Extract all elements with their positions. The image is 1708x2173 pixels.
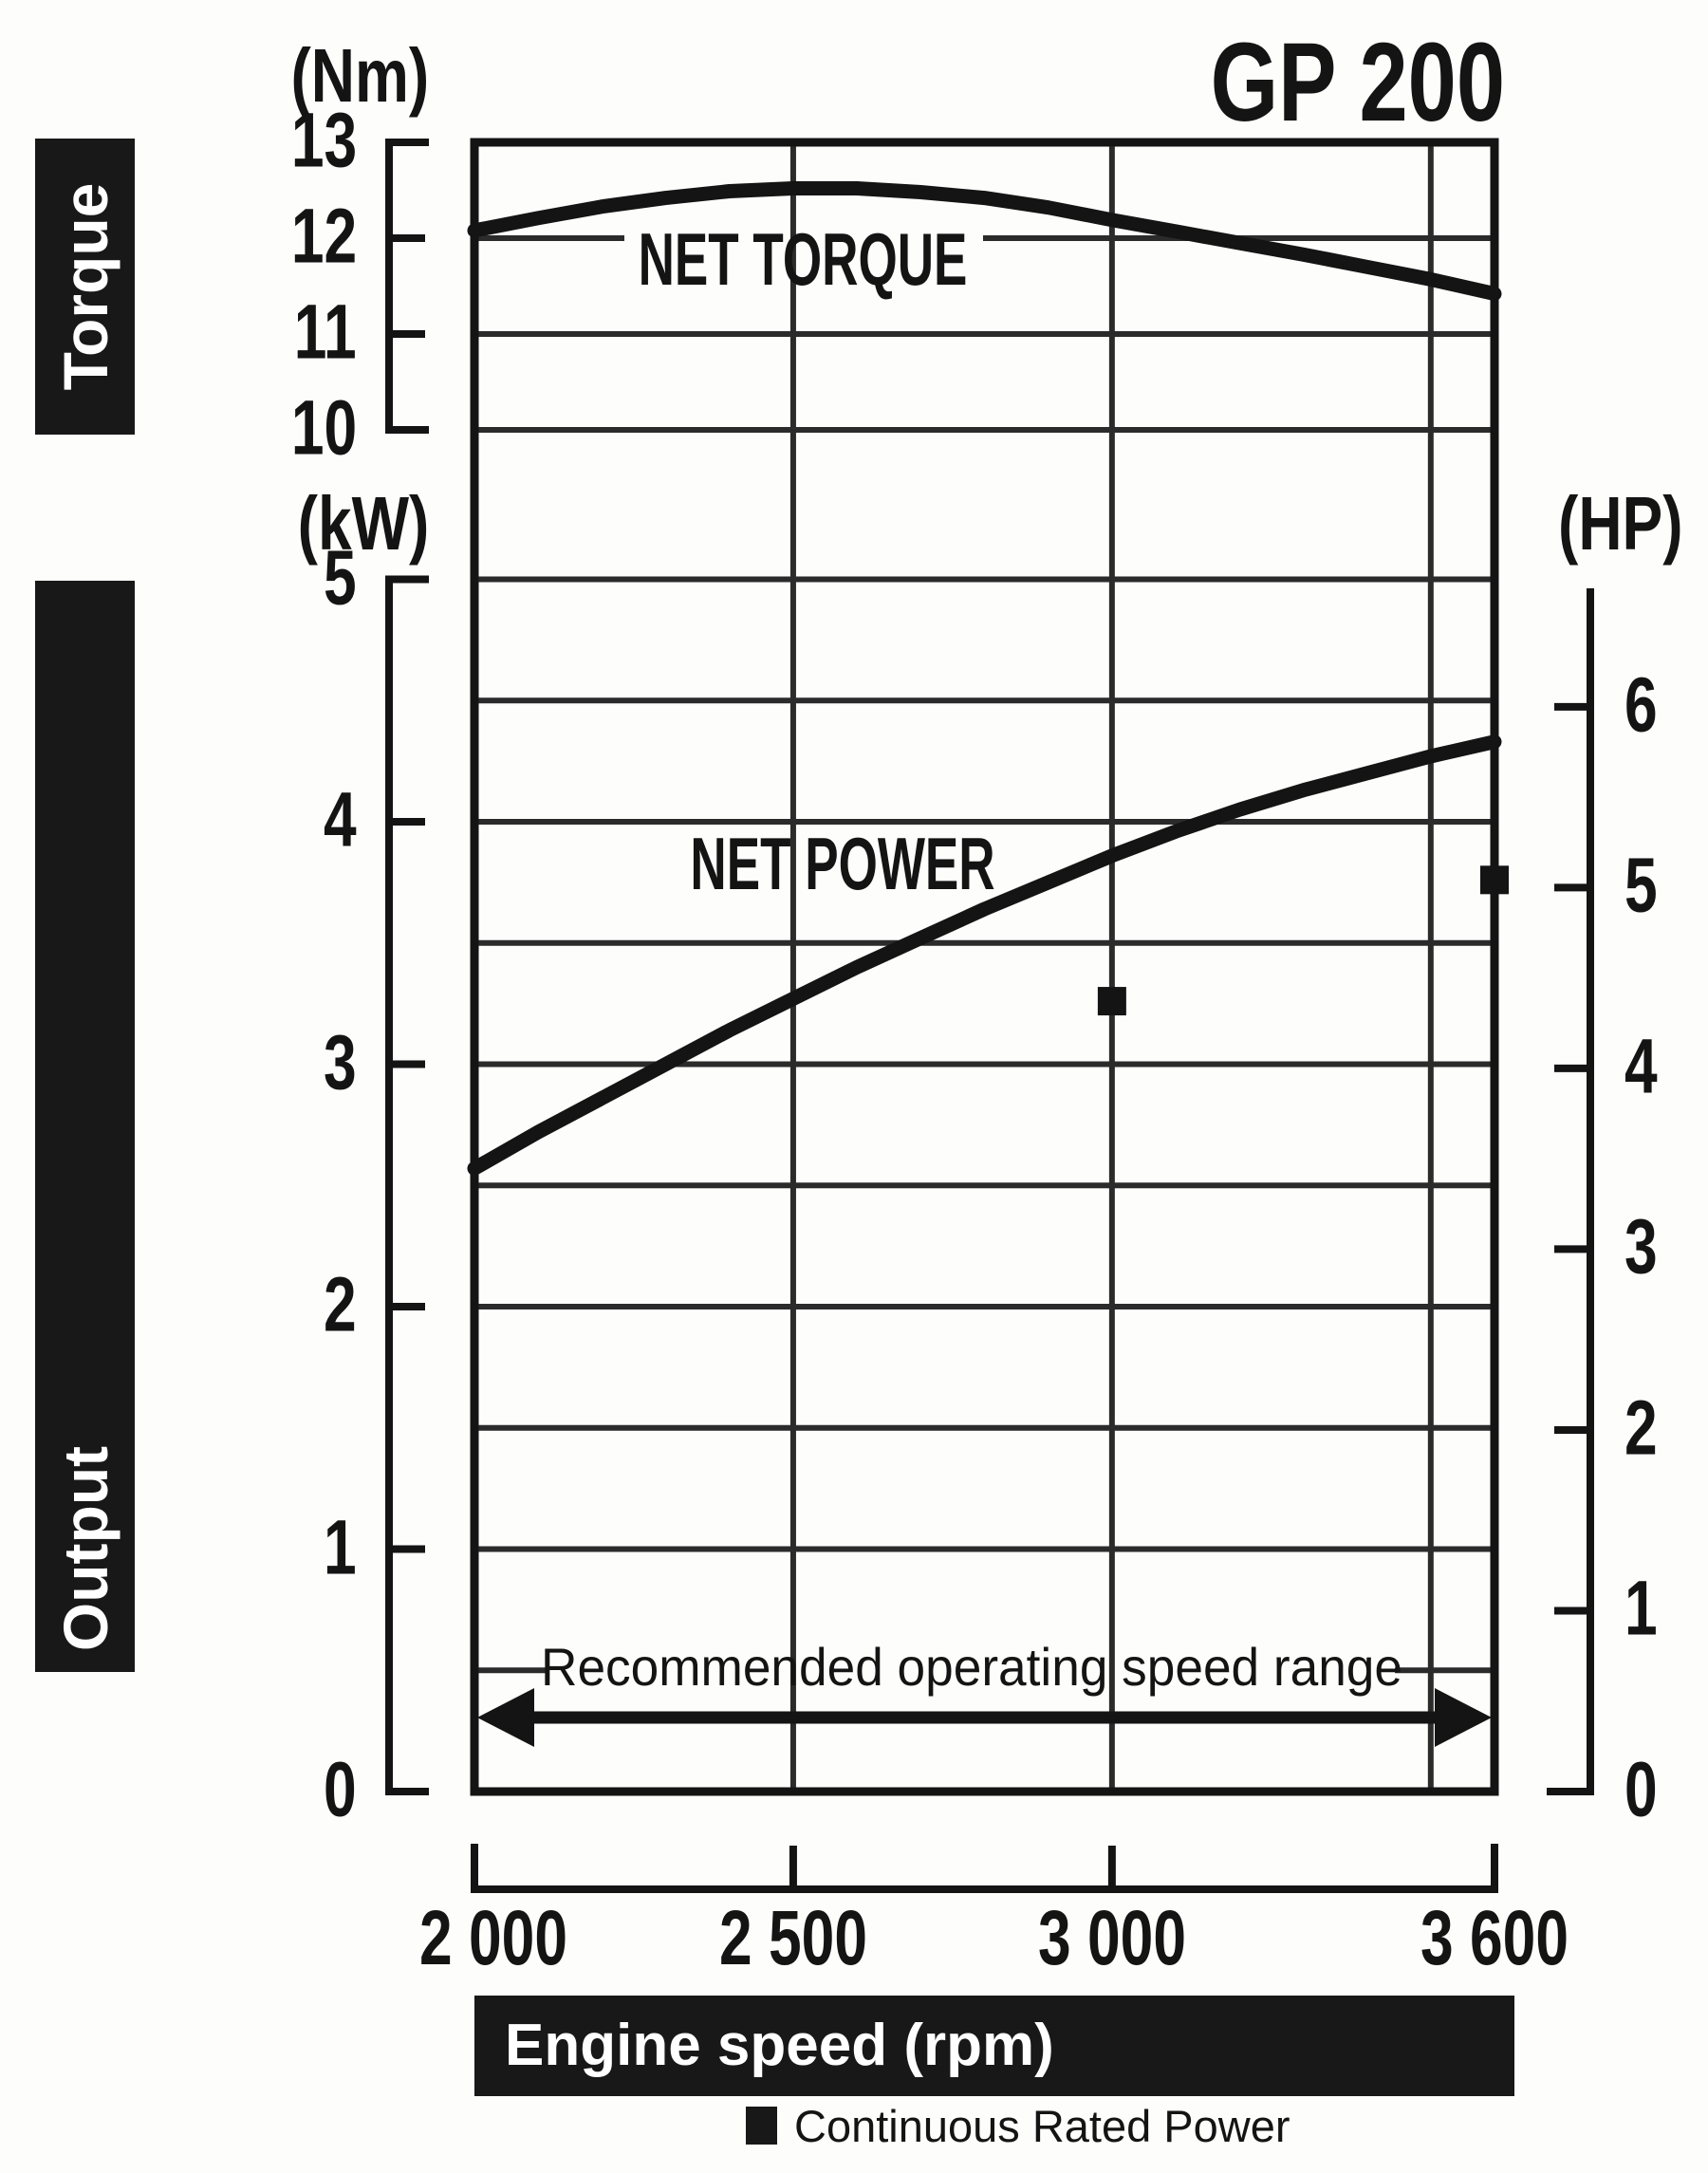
continuous-rated-power-point (1097, 987, 1126, 1016)
x-axis-bracket (471, 1844, 1498, 1893)
kw-unit-label: (kW) (297, 481, 429, 566)
torque-tick-label-13: 13 (290, 97, 357, 184)
plot-border (470, 138, 1499, 1796)
kw-tick-label-4: 4 (324, 776, 357, 864)
torque-section-bar: Torque (35, 139, 135, 435)
x-tick-label-2500: 2 500 (718, 1895, 867, 1981)
recommended-range-label: Recommended operating speed range (541, 1637, 1402, 1697)
continuous-rated-power-point (1480, 865, 1509, 895)
hp-tick-label-0: 0 (1624, 1746, 1658, 1833)
torque-tick-label-10: 10 (290, 384, 357, 472)
net-torque-label: NET TORQUE (638, 217, 968, 301)
hp-axis-bracket (1547, 588, 1594, 1795)
kw-tick-label-0: 0 (324, 1746, 357, 1833)
kw-tick-label-2: 2 (324, 1261, 357, 1348)
hp-tick-label-3: 3 (1624, 1203, 1658, 1291)
kw-tick-label-3: 3 (324, 1018, 357, 1105)
torque-unit-label: (Nm) (290, 33, 429, 118)
x-axis-title: Engine speed (rpm) (505, 2013, 1054, 2078)
kw-axis-bracket (385, 575, 429, 1795)
torque-tick-label-11: 11 (294, 288, 357, 376)
x-tick-label-3600: 3 600 (1420, 1895, 1569, 1981)
hp-tick-label-2: 2 (1624, 1384, 1658, 1472)
hp-tick-label-1: 1 (1624, 1565, 1658, 1652)
net-power-label: NET POWER (690, 822, 995, 905)
net-power-curve (467, 734, 1502, 1176)
arrow-left-head-icon (477, 1688, 534, 1747)
net-torque-curve (467, 181, 1502, 302)
legend-label: Continuous Rated Power (794, 2100, 1290, 2151)
torque-section-label: Torque (49, 182, 121, 391)
hp-unit-label: (HP) (1558, 481, 1683, 566)
arrow-right-head-icon (1435, 1688, 1492, 1747)
hp-tick-label-4: 4 (1624, 1023, 1658, 1110)
x-tick-label-3000: 3 000 (1037, 1895, 1186, 1981)
kw-tick-label-1: 1 (324, 1503, 357, 1590)
hp-tick-label-5: 5 (1624, 842, 1658, 929)
x-tick-label-2000: 2 000 (419, 1895, 567, 1981)
x-axis-title-banner: Engine speed (rpm) (474, 1996, 1514, 2096)
torque-tick-label-12: 12 (290, 193, 357, 280)
output-section-label: Output (49, 1445, 121, 1652)
torque-axis-bracket (385, 139, 429, 434)
chart-title: GP 200 (1210, 20, 1505, 145)
output-section-bar: Output (35, 581, 135, 1672)
hp-tick-label-6: 6 (1624, 661, 1658, 749)
legend: Continuous Rated Power (746, 2101, 1290, 2150)
kw-tick-label-5: 5 (324, 533, 357, 621)
continuous-rated-power-marker-icon (746, 2107, 777, 2145)
